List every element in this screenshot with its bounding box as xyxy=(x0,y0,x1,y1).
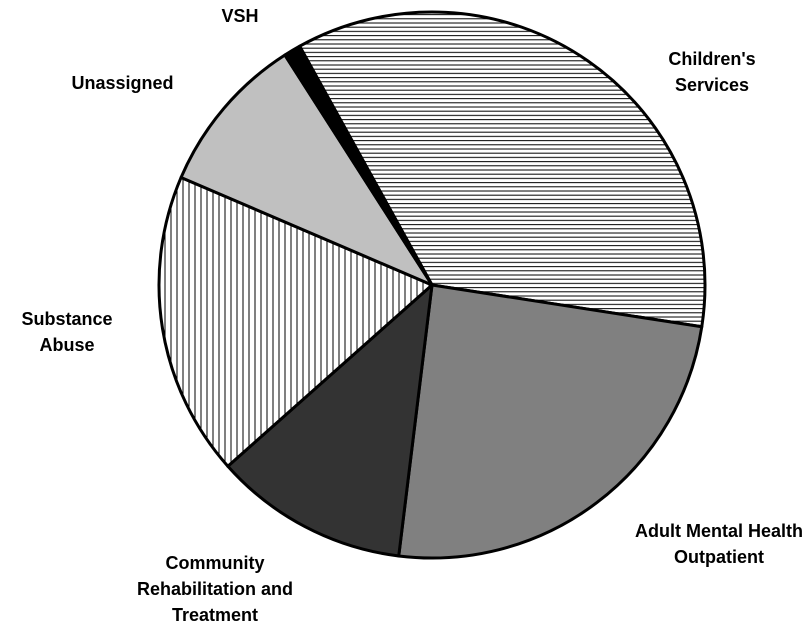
slice-label: Community Rehabilitation and Treatment xyxy=(136,553,293,625)
slice-label: Children's Services xyxy=(668,49,756,95)
pie-slice xyxy=(298,10,707,329)
pie-slice xyxy=(157,175,434,468)
slice-label: VSH xyxy=(221,6,259,26)
slice-label: Unassigned xyxy=(71,73,174,93)
pie-slice xyxy=(397,283,704,560)
slice-label: Adult Mental Health Outpatient xyxy=(634,521,803,567)
pie-slice xyxy=(179,53,434,287)
slice-label: Substance Abuse xyxy=(21,309,113,355)
pie-slice xyxy=(283,44,434,287)
pie-slice xyxy=(226,283,434,558)
